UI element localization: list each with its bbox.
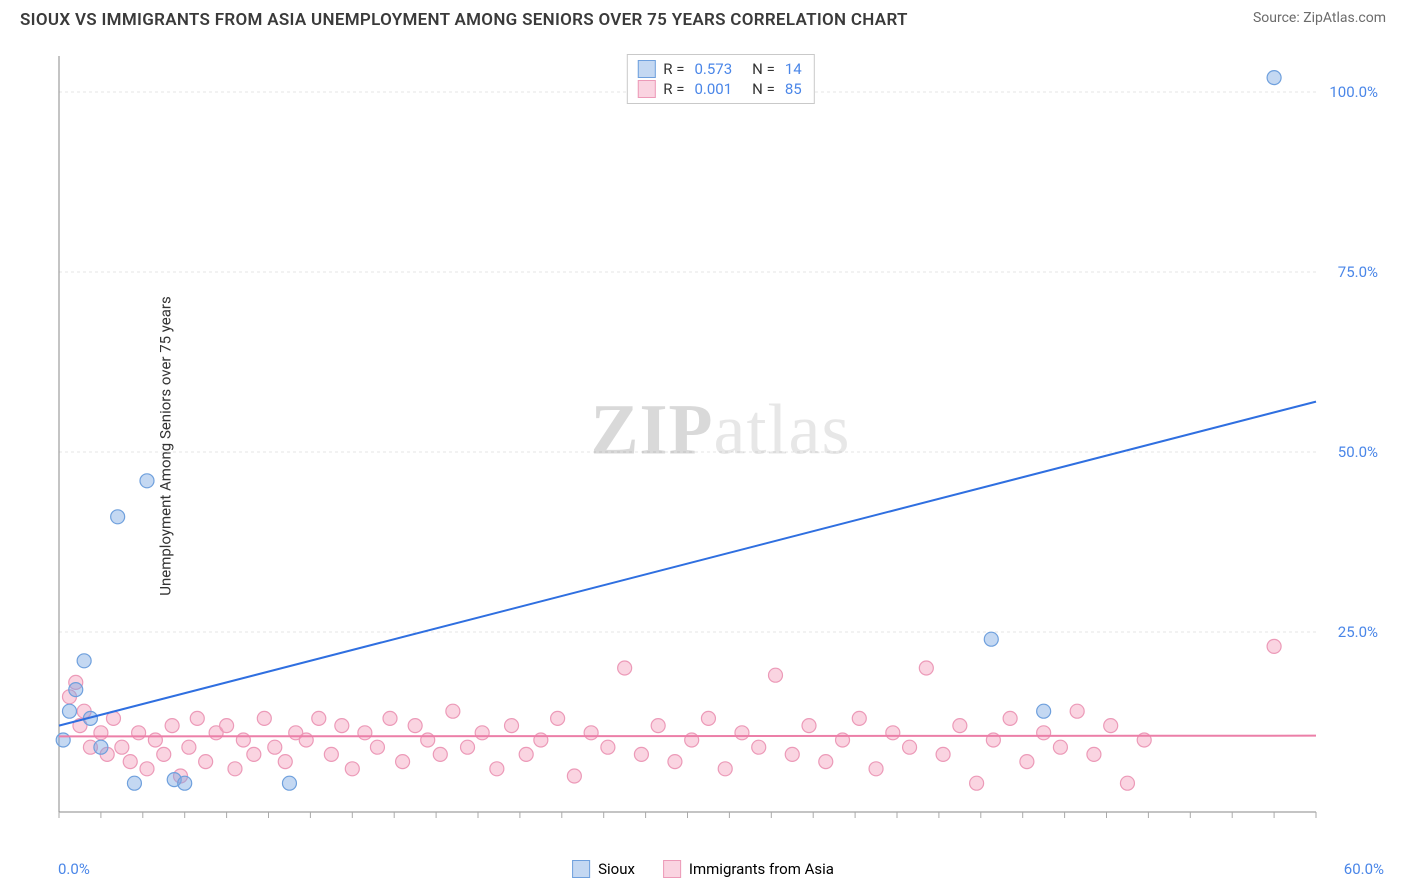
n-label: N =	[752, 80, 775, 98]
swatch-icon	[637, 60, 655, 78]
scatter-plot: 25.0% 50.0% 75.0% 100.0%	[55, 50, 1386, 842]
r-value: 0.573	[694, 60, 732, 78]
n-value: 14	[785, 60, 802, 78]
swatch-icon	[572, 860, 590, 878]
chart-area: 25.0%50.0%75.0%100.0% ZIPatlas R =0.573N…	[55, 50, 1386, 842]
legend-item-asia: Immigrants from Asia	[663, 860, 834, 878]
legend-row-asia: R = 0.001 N = 85	[637, 79, 803, 99]
r-value: 0.001	[694, 80, 732, 98]
series-legend: Sioux Immigrants from Asia	[572, 860, 834, 878]
svg-text:75.0%: 75.0%	[1338, 263, 1378, 281]
chart-title: SIOUX VS IMMIGRANTS FROM ASIA UNEMPLOYME…	[20, 10, 908, 30]
source-attribution: Source: ZipAtlas.com	[1253, 10, 1386, 26]
swatch-icon	[637, 80, 655, 98]
legend-row-sioux: R = 0.573 N = 14	[637, 59, 803, 79]
n-value: 85	[785, 80, 802, 98]
legend-label: Immigrants from Asia	[689, 860, 834, 878]
x-axis-max-label: 60.0%	[1344, 860, 1384, 878]
swatch-icon	[663, 860, 681, 878]
r-label: R =	[663, 60, 684, 78]
legend-item-sioux: Sioux	[572, 860, 635, 878]
correlation-legend: R = 0.573 N = 14 R = 0.001 N = 85	[626, 54, 814, 104]
svg-text:100.0%: 100.0%	[1329, 83, 1378, 101]
svg-text:25.0%: 25.0%	[1338, 623, 1378, 641]
legend-label: Sioux	[598, 860, 635, 878]
svg-text:50.0%: 50.0%	[1338, 443, 1378, 461]
n-label: N =	[752, 60, 775, 78]
r-label: R =	[663, 80, 684, 98]
x-axis-min-label: 0.0%	[58, 860, 90, 878]
